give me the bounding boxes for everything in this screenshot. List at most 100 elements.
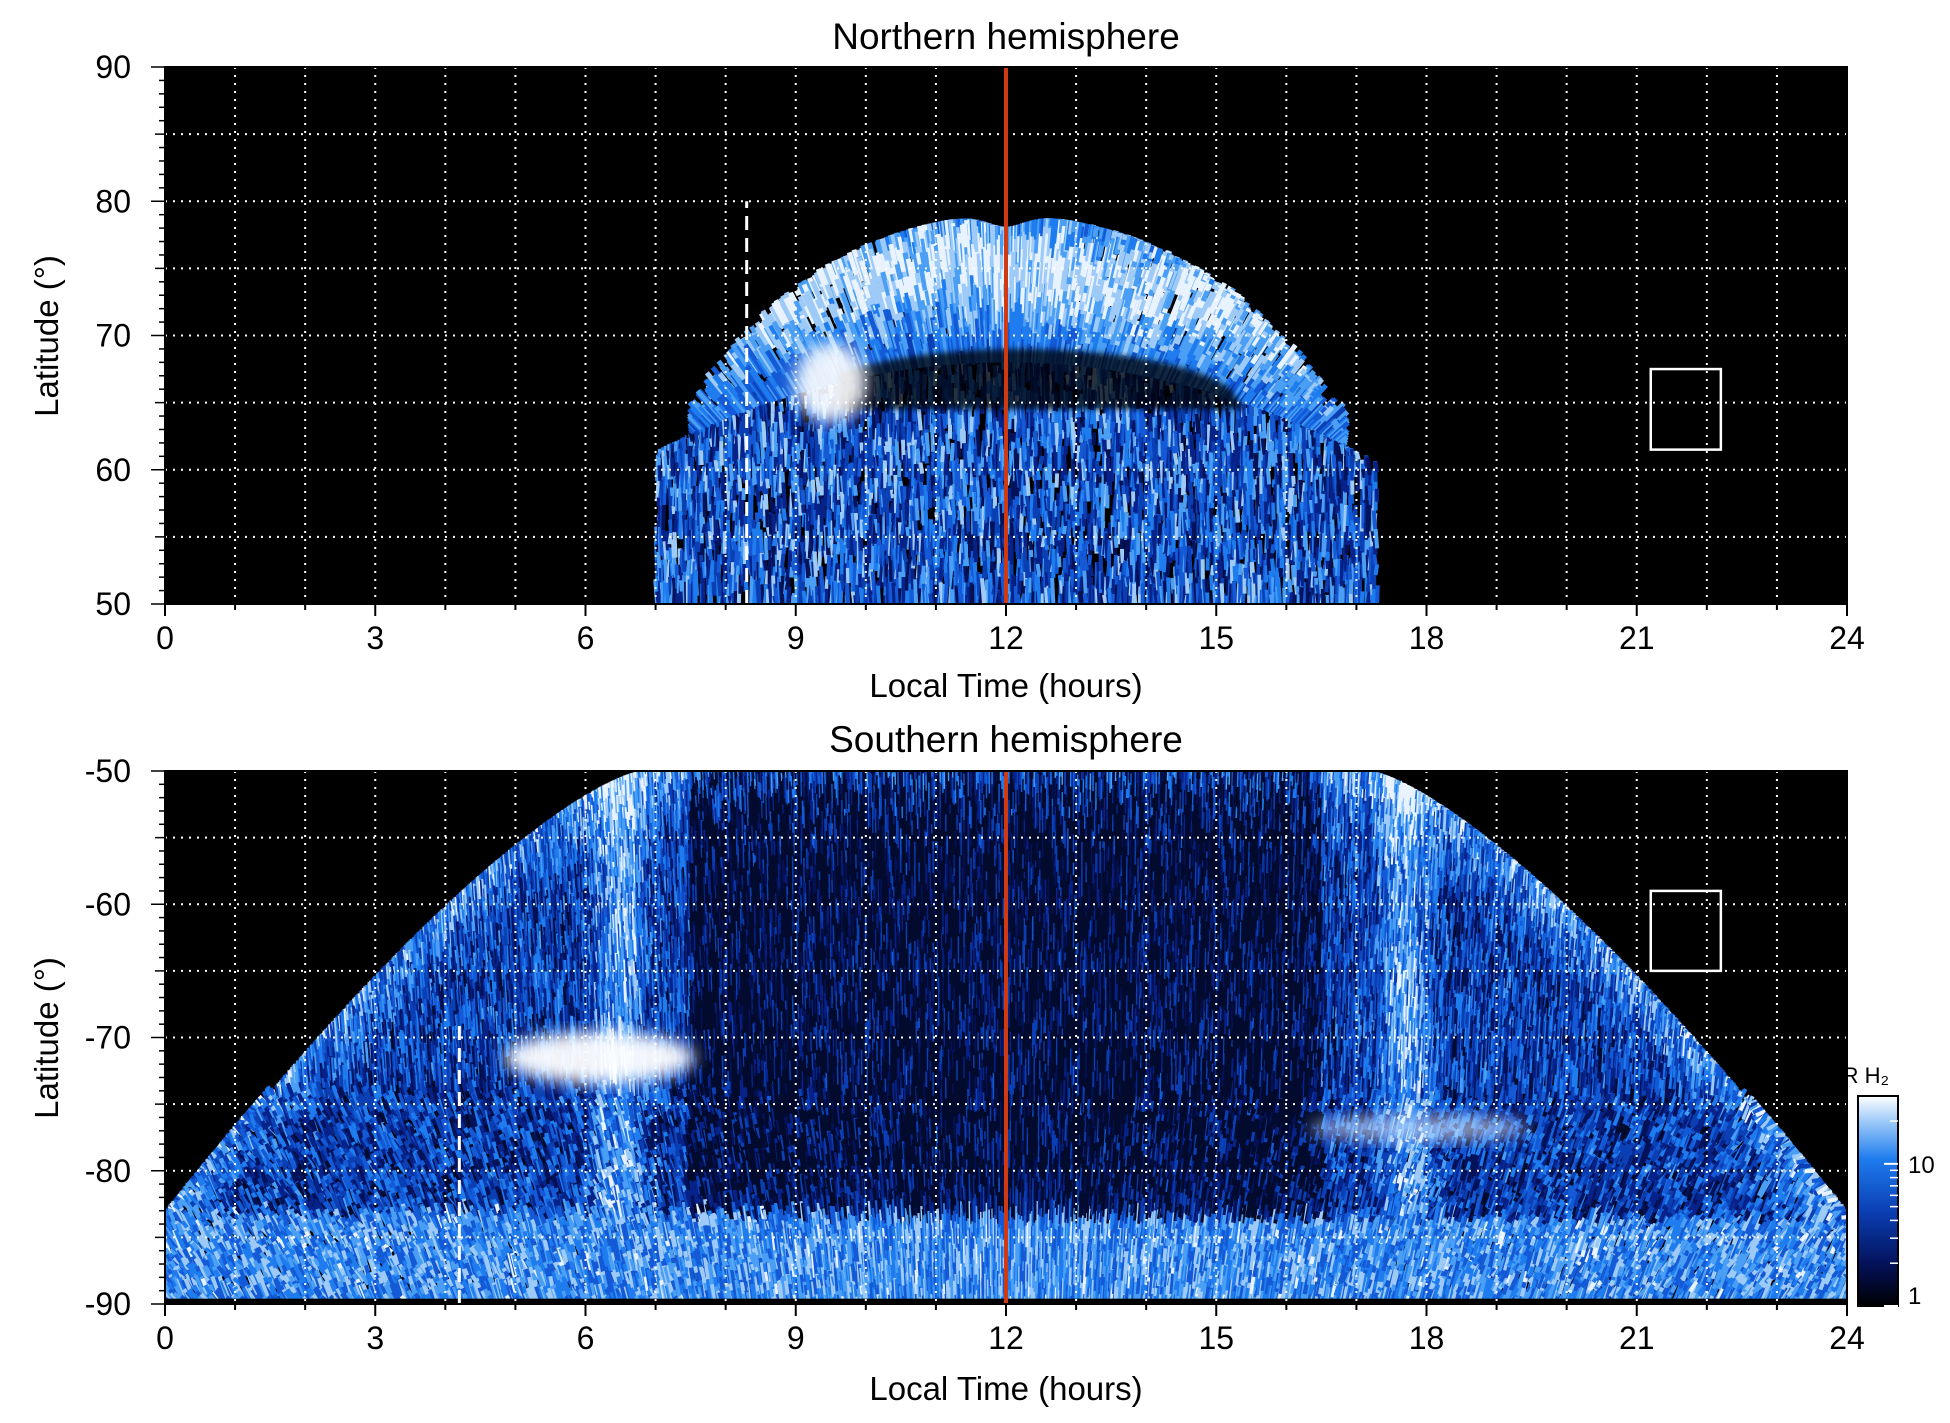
north-speckle — [1120, 506, 1127, 532]
north-speckle — [701, 523, 708, 534]
north-speckle — [928, 479, 933, 509]
north-speckle — [911, 550, 917, 566]
north-speckle — [1182, 533, 1188, 558]
north-speckle — [952, 535, 959, 552]
north-speckle — [706, 488, 712, 512]
north-speckle — [1022, 525, 1028, 547]
north-speckle — [1162, 553, 1168, 573]
north-speckle — [1000, 470, 1006, 481]
north-speckle — [1046, 587, 1053, 604]
north-speckle — [894, 585, 900, 604]
north-speckle — [837, 423, 843, 434]
north-speckle — [968, 484, 975, 498]
north-speckle — [866, 457, 872, 478]
north-speckle — [861, 577, 866, 589]
north-title: Northern hemisphere — [832, 16, 1180, 57]
north-speckle — [942, 498, 948, 510]
north-speckle — [1001, 444, 1007, 471]
north-speckle — [973, 520, 979, 539]
north-speckle — [966, 450, 973, 468]
north-speckle — [1024, 579, 1031, 604]
north-streak — [1095, 226, 1102, 231]
north-speckle — [711, 581, 717, 596]
north-streak — [794, 289, 802, 297]
north-speckle — [853, 512, 860, 542]
north-speckle — [766, 409, 772, 420]
north-speckle — [713, 459, 720, 472]
north-speckle — [773, 405, 780, 422]
north-streak — [1103, 306, 1114, 328]
north-speckle — [1054, 422, 1060, 453]
north-speckle — [737, 474, 743, 492]
north-speckle — [1046, 559, 1053, 589]
north-speckle — [794, 403, 800, 418]
north-speckle — [790, 480, 797, 493]
north-speckle — [682, 551, 687, 576]
north-speckle — [1057, 540, 1064, 557]
north-speckle — [803, 422, 808, 449]
north-speckle — [673, 441, 679, 453]
north-speckle — [1056, 552, 1062, 568]
north-speckle — [913, 519, 919, 535]
north-speckle — [993, 546, 999, 557]
north-speckle — [771, 513, 777, 535]
north-speckle — [854, 418, 860, 429]
north-speckle — [975, 535, 982, 546]
north-speckle — [707, 548, 714, 561]
north-speckle — [674, 564, 680, 589]
north-speckle — [1072, 520, 1077, 538]
north-speckle — [972, 476, 978, 492]
north-streak — [769, 305, 786, 330]
north-speckle — [826, 444, 832, 474]
north-speckle — [963, 541, 970, 567]
north-speckle — [983, 560, 990, 581]
north-speckle — [768, 514, 774, 535]
north-streak — [1152, 323, 1162, 338]
north-speckle — [1063, 474, 1070, 486]
north-speckle — [1082, 461, 1088, 478]
north-speckle — [695, 455, 701, 475]
north-speckle — [915, 448, 922, 464]
north-speckle — [1151, 529, 1158, 555]
north-speckle — [914, 498, 920, 521]
north-speckle — [778, 411, 785, 435]
north-speckle — [840, 459, 846, 476]
north-streak — [877, 315, 893, 351]
north-speckle — [870, 498, 876, 514]
north-speckle — [787, 438, 793, 455]
north-streak — [1101, 228, 1110, 243]
north-speckle — [1075, 511, 1081, 526]
north-speckle — [804, 558, 811, 579]
north-speckle — [749, 477, 755, 496]
north-speckle — [772, 533, 778, 547]
north-speckle — [1097, 482, 1104, 498]
north-speckle — [791, 592, 797, 604]
north-speckle — [884, 554, 891, 565]
north-speckle — [1082, 570, 1088, 594]
north-speckle — [976, 572, 982, 596]
north-speckle — [766, 442, 771, 454]
north-speckle — [871, 410, 877, 440]
north-speckle — [997, 406, 1003, 428]
north-speckle — [723, 573, 729, 596]
north-streak — [1145, 243, 1152, 250]
north-speckle — [1115, 422, 1121, 453]
north-speckle — [674, 462, 681, 489]
north-speckle — [874, 407, 880, 424]
north-speckle — [1043, 549, 1050, 562]
north-speckle — [842, 418, 848, 438]
north-streak — [1070, 290, 1078, 303]
north-speckle — [786, 586, 792, 604]
north-speckle — [1172, 452, 1179, 466]
north-speckle — [1027, 540, 1034, 551]
north-speckle — [918, 462, 925, 474]
north-speckle — [901, 422, 906, 440]
north-speckle — [877, 445, 883, 459]
north-streak — [1208, 278, 1216, 286]
north-speckle — [923, 484, 929, 510]
north-speckle — [894, 438, 900, 466]
north-speckle — [1035, 563, 1042, 577]
north-streak — [1123, 235, 1133, 253]
north-speckle — [719, 441, 724, 466]
north-streak — [1112, 292, 1122, 311]
